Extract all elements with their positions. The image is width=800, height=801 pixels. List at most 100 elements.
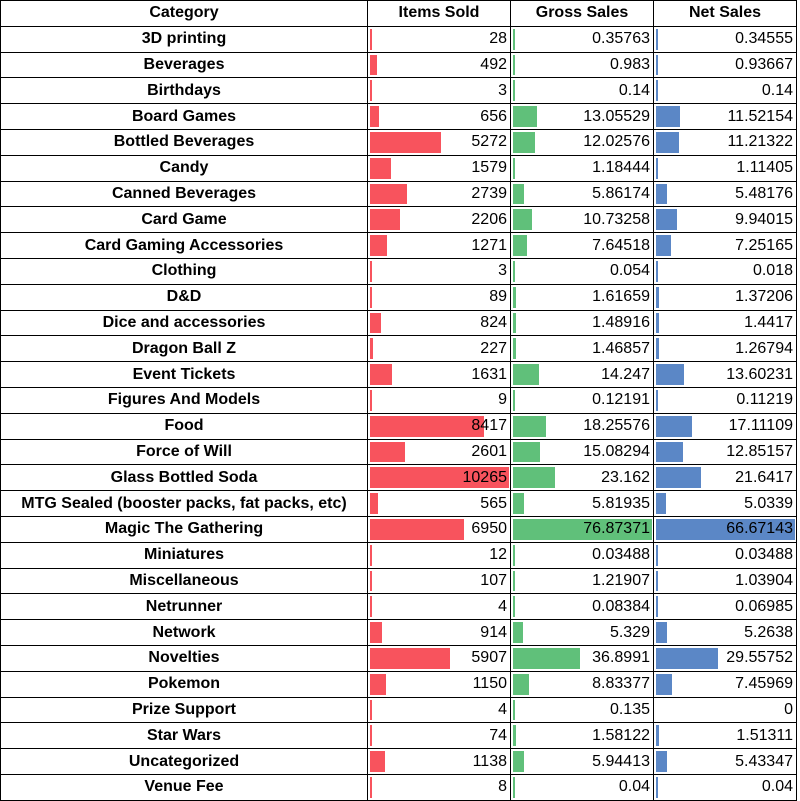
cell-net-sales[interactable]: 1.51311 [653,722,797,750]
cell-gross-sales[interactable]: 1.48916 [510,309,654,337]
cell-gross-sales[interactable]: 5.329 [510,619,654,646]
cell-items-sold[interactable]: 2601 [367,438,511,466]
cell-category[interactable]: Dragon Ball Z [0,335,368,363]
cell-items-sold[interactable]: 1271 [367,232,511,259]
cell-gross-sales[interactable]: 36.8991 [510,644,654,672]
cell-net-sales[interactable]: 1.26794 [653,335,797,363]
cell-items-sold[interactable]: 74 [367,722,511,750]
header-items-sold[interactable]: Items Sold [367,0,511,27]
cell-category[interactable]: Miniatures [0,541,368,569]
header-net-sales[interactable]: Net Sales [653,0,797,27]
cell-items-sold[interactable]: 1579 [367,154,511,182]
cell-category[interactable]: Card Gaming Accessories [0,232,368,259]
cell-category[interactable]: Figures And Models [0,386,368,414]
cell-gross-sales[interactable]: 1.58122 [510,722,654,750]
cell-gross-sales[interactable]: 0.08384 [510,593,654,621]
cell-net-sales[interactable]: 0.018 [653,257,797,285]
cell-items-sold[interactable]: 10265 [367,464,511,492]
cell-items-sold[interactable]: 3 [367,77,511,105]
cell-items-sold[interactable]: 5272 [367,128,511,156]
cell-category[interactable]: D&D [0,283,368,311]
cell-net-sales[interactable]: 9.94015 [653,206,797,234]
cell-gross-sales[interactable]: 8.83377 [510,670,654,698]
cell-gross-sales[interactable]: 0.14 [510,77,654,105]
cell-net-sales[interactable]: 1.11405 [653,154,797,182]
cell-category[interactable]: Netrunner [0,593,368,621]
cell-category[interactable]: MTG Sealed (booster packs, fat packs, et… [0,490,368,517]
cell-category[interactable]: Glass Bottled Soda [0,464,368,492]
cell-gross-sales[interactable]: 0.135 [510,696,654,724]
cell-net-sales[interactable]: 5.48176 [653,180,797,208]
cell-items-sold[interactable]: 28 [367,25,511,53]
cell-category[interactable]: 3D printing [0,25,368,53]
cell-gross-sales[interactable]: 0.04 [510,773,654,801]
cell-category[interactable]: Miscellaneous [0,567,368,595]
cell-category[interactable]: Beverages [0,51,368,79]
cell-gross-sales[interactable]: 14.247 [510,361,654,388]
cell-net-sales[interactable]: 1.4417 [653,309,797,337]
cell-gross-sales[interactable]: 7.64518 [510,232,654,259]
header-gross-sales[interactable]: Gross Sales [510,0,654,27]
cell-net-sales[interactable]: 0.14 [653,77,797,105]
cell-category[interactable]: Uncategorized [0,748,368,775]
cell-category[interactable]: Novelties [0,644,368,672]
cell-items-sold[interactable]: 1631 [367,361,511,388]
cell-items-sold[interactable]: 492 [367,51,511,79]
cell-items-sold[interactable]: 914 [367,619,511,646]
cell-items-sold[interactable]: 107 [367,567,511,595]
cell-category[interactable]: Magic The Gathering [0,515,368,543]
cell-items-sold[interactable]: 89 [367,283,511,311]
cell-net-sales[interactable]: 12.85157 [653,438,797,466]
cell-net-sales[interactable]: 5.43347 [653,748,797,775]
cell-net-sales[interactable]: 0.03488 [653,541,797,569]
cell-items-sold[interactable]: 5907 [367,644,511,672]
cell-category[interactable]: Food [0,412,368,440]
cell-category[interactable]: Dice and accessories [0,309,368,337]
cell-items-sold[interactable]: 6950 [367,515,511,543]
cell-gross-sales[interactable]: 0.03488 [510,541,654,569]
cell-items-sold[interactable]: 2739 [367,180,511,208]
cell-net-sales[interactable]: 66.67143 [653,515,797,543]
cell-net-sales[interactable]: 0.06985 [653,593,797,621]
cell-net-sales[interactable]: 11.21322 [653,128,797,156]
cell-items-sold[interactable]: 656 [367,103,511,130]
cell-items-sold[interactable]: 1138 [367,748,511,775]
cell-net-sales[interactable]: 1.03904 [653,567,797,595]
cell-items-sold[interactable]: 8417 [367,412,511,440]
cell-net-sales[interactable]: 7.45969 [653,670,797,698]
cell-gross-sales[interactable]: 0.35763 [510,25,654,53]
cell-net-sales[interactable]: 11.52154 [653,103,797,130]
cell-category[interactable]: Canned Beverages [0,180,368,208]
cell-category[interactable]: Birthdays [0,77,368,105]
cell-category[interactable]: Event Tickets [0,361,368,388]
cell-gross-sales[interactable]: 5.86174 [510,180,654,208]
cell-items-sold[interactable]: 1150 [367,670,511,698]
cell-category[interactable]: Pokemon [0,670,368,698]
cell-gross-sales[interactable]: 1.18444 [510,154,654,182]
cell-items-sold[interactable]: 8 [367,773,511,801]
cell-category[interactable]: Clothing [0,257,368,285]
cell-gross-sales[interactable]: 1.61659 [510,283,654,311]
cell-items-sold[interactable]: 9 [367,386,511,414]
cell-category[interactable]: Force of Will [0,438,368,466]
cell-gross-sales[interactable]: 76.87371 [510,515,654,543]
cell-items-sold[interactable]: 2206 [367,206,511,234]
cell-category[interactable]: Star Wars [0,722,368,750]
cell-items-sold[interactable]: 12 [367,541,511,569]
cell-category[interactable]: Candy [0,154,368,182]
cell-items-sold[interactable]: 4 [367,593,511,621]
cell-gross-sales[interactable]: 10.73258 [510,206,654,234]
cell-gross-sales[interactable]: 1.46857 [510,335,654,363]
cell-gross-sales[interactable]: 5.81935 [510,490,654,517]
cell-category[interactable]: Board Games [0,103,368,130]
cell-category[interactable]: Card Game [0,206,368,234]
cell-net-sales[interactable]: 0.04 [653,773,797,801]
cell-net-sales[interactable]: 21.6417 [653,464,797,492]
cell-category[interactable]: Venue Fee [0,773,368,801]
cell-gross-sales[interactable]: 0.054 [510,257,654,285]
cell-gross-sales[interactable]: 15.08294 [510,438,654,466]
cell-net-sales[interactable]: 0 [653,696,797,724]
cell-items-sold[interactable]: 565 [367,490,511,517]
cell-net-sales[interactable]: 0.34555 [653,25,797,53]
cell-gross-sales[interactable]: 5.94413 [510,748,654,775]
